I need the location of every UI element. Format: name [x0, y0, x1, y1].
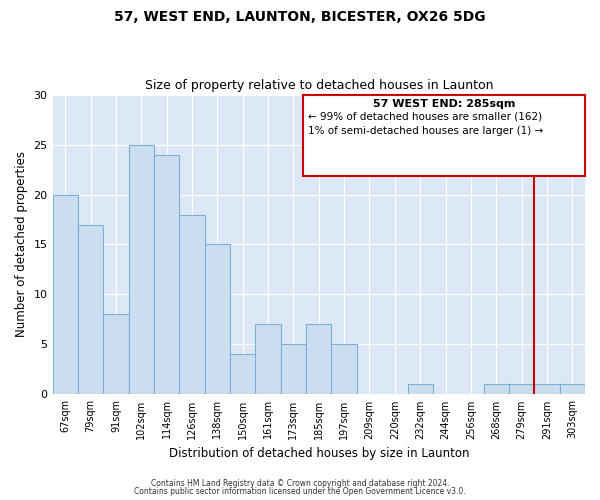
Text: ← 99% of detached houses are smaller (162): ← 99% of detached houses are smaller (16…	[308, 111, 542, 121]
X-axis label: Distribution of detached houses by size in Launton: Distribution of detached houses by size …	[169, 447, 469, 460]
Y-axis label: Number of detached properties: Number of detached properties	[15, 152, 28, 338]
Text: 57 WEST END: 285sqm: 57 WEST END: 285sqm	[373, 99, 515, 109]
Text: 57, WEST END, LAUNTON, BICESTER, OX26 5DG: 57, WEST END, LAUNTON, BICESTER, OX26 5D…	[114, 10, 486, 24]
Text: Contains public sector information licensed under the Open Government Licence v3: Contains public sector information licen…	[134, 487, 466, 496]
Bar	[509, 384, 534, 394]
Bar	[560, 384, 585, 394]
Bar	[281, 344, 306, 395]
Bar	[154, 154, 179, 394]
Bar	[128, 144, 154, 394]
Bar	[331, 344, 357, 395]
Bar	[53, 194, 78, 394]
Bar	[179, 214, 205, 394]
Bar	[205, 244, 230, 394]
Title: Size of property relative to detached houses in Launton: Size of property relative to detached ho…	[145, 79, 493, 92]
Bar	[256, 324, 281, 394]
Text: Contains HM Land Registry data © Crown copyright and database right 2024.: Contains HM Land Registry data © Crown c…	[151, 478, 449, 488]
Bar	[407, 384, 433, 394]
Bar	[230, 354, 256, 395]
Bar	[78, 224, 103, 394]
Bar	[103, 314, 128, 394]
Bar	[306, 324, 331, 394]
Bar	[534, 384, 560, 394]
Bar	[303, 94, 585, 176]
Bar	[484, 384, 509, 394]
Text: 1% of semi-detached houses are larger (1) →: 1% of semi-detached houses are larger (1…	[308, 126, 544, 136]
